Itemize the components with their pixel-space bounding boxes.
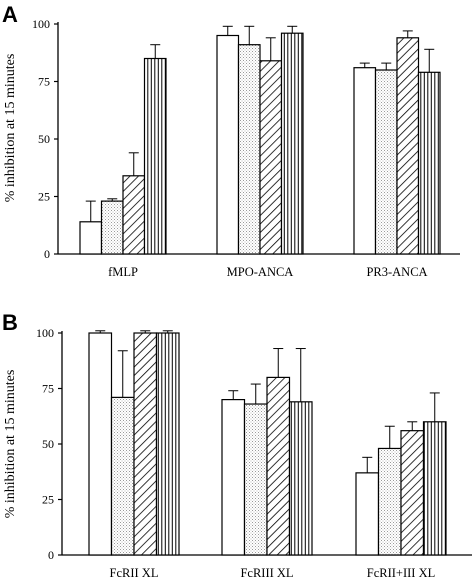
panel-b-category-label: FcRIII XL bbox=[240, 566, 293, 580]
panel-a-bar bbox=[353, 67, 377, 255]
panel-b-bar bbox=[221, 399, 246, 556]
panel-b-bar bbox=[288, 401, 313, 556]
panel-a-y-axis-label: % inhibition at 15 minutes bbox=[3, 54, 18, 203]
panel-b-y-tick-label: 75 bbox=[42, 382, 54, 396]
panel-a-bar bbox=[280, 32, 304, 255]
panel-b-category-label: FcRII XL bbox=[110, 566, 159, 580]
panel-b-bar bbox=[266, 376, 291, 556]
panel-a-category-label: fMLP bbox=[108, 265, 138, 279]
panel-a-y-tick-label: 0 bbox=[44, 247, 50, 261]
panel-b-bar bbox=[400, 430, 425, 556]
panel-b-bar bbox=[110, 396, 135, 556]
panel-a-bar bbox=[396, 37, 420, 255]
panel-a-bar bbox=[143, 57, 167, 255]
panel-b-y-tick-label: 0 bbox=[48, 548, 54, 562]
panel-b-y-tick-label: 50 bbox=[42, 437, 54, 451]
panel-b-y-axis-label: % inhibition at 15 minutes bbox=[3, 370, 18, 519]
panel-b: B % inhibition at 15 minutes 0 25 50 75 100 F… bbox=[2, 310, 472, 580]
panel-a-y-tick-label: 75 bbox=[38, 75, 50, 89]
panel-a-bar bbox=[122, 175, 146, 255]
panel-a-letter: A bbox=[2, 2, 18, 27]
panel-a: A % inhibition at 15 minutes 0 25 50 75 100 f… bbox=[2, 2, 460, 279]
panel-a-bar bbox=[374, 69, 398, 255]
panel-b-y-tick-label: 100 bbox=[36, 326, 54, 340]
panel-b-bar bbox=[355, 472, 380, 556]
panel-a-bar bbox=[417, 71, 441, 255]
panel-b-bar bbox=[377, 447, 402, 556]
panel-b-bar bbox=[133, 332, 158, 556]
panel-b-letter: B bbox=[2, 310, 18, 335]
panel-a-y-tick-label: 50 bbox=[38, 132, 50, 146]
panel-b-y-tick-label: 25 bbox=[42, 493, 54, 507]
panel-a-y-tick-label: 25 bbox=[38, 190, 50, 204]
panel-b-bar bbox=[88, 332, 113, 556]
panel-b-bar bbox=[422, 421, 447, 556]
panel-b-bar bbox=[155, 332, 180, 556]
panel-a-bar bbox=[216, 34, 240, 255]
panel-a-bar bbox=[100, 200, 124, 255]
panel-a-bar bbox=[237, 44, 261, 255]
panel-b-bar bbox=[243, 403, 268, 556]
panel-a-plot: 0 25 50 75 100 fMLP MPO-ANCA PR3-ANCA bbox=[32, 17, 460, 279]
panel-a-y-tick-label: 100 bbox=[32, 17, 50, 31]
panel-b-category-label: FcRII+III XL bbox=[367, 566, 436, 580]
panel-a-bar bbox=[259, 60, 283, 255]
panel-a-bar bbox=[79, 221, 103, 255]
panel-a-category-label: MPO-ANCA bbox=[227, 265, 294, 279]
panel-a-category-label: PR3-ANCA bbox=[366, 265, 427, 279]
panel-b-plot: 0 25 50 75 100 FcRII XL FcRIII XL FcRII+III XL bbox=[36, 326, 472, 580]
